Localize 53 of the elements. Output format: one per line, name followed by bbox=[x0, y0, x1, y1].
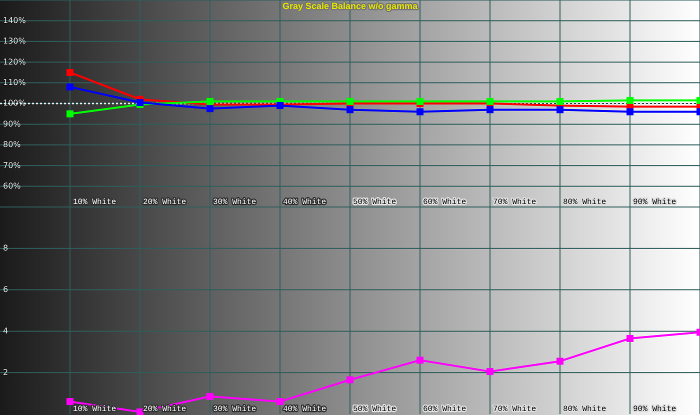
point bbox=[416, 108, 424, 116]
point bbox=[556, 358, 564, 365]
y-tick-label: 110% bbox=[3, 78, 26, 87]
point bbox=[346, 98, 354, 105]
point bbox=[346, 376, 354, 384]
y-tick-label: 60% bbox=[3, 181, 22, 190]
point bbox=[206, 98, 214, 105]
x-tick-label: 70% White bbox=[493, 198, 536, 207]
y-tick-label: 70% bbox=[3, 160, 22, 170]
x-tick-label: 30% White bbox=[213, 405, 256, 414]
point bbox=[66, 398, 74, 406]
point bbox=[136, 98, 144, 106]
point bbox=[346, 106, 354, 114]
x-tick-label: 20% White bbox=[143, 198, 186, 207]
y-tick-label: 6 bbox=[3, 284, 8, 294]
point bbox=[626, 108, 634, 116]
y-tick-label: 80% bbox=[3, 140, 22, 150]
y-tick-label: 120% bbox=[3, 57, 26, 66]
point bbox=[486, 98, 494, 105]
x-tick-label: 40% White bbox=[283, 198, 326, 207]
x-tick-label: 90% White bbox=[633, 405, 676, 414]
x-tick-label: 80% White bbox=[563, 405, 606, 414]
y-tick-label: 8 bbox=[3, 244, 8, 253]
x-tick-label: 30% White bbox=[213, 198, 256, 207]
point bbox=[486, 368, 494, 376]
point bbox=[486, 106, 494, 114]
point bbox=[206, 392, 214, 400]
x-tick-label: 50% White bbox=[353, 405, 396, 414]
point bbox=[206, 105, 214, 112]
y-tick-label: 2 bbox=[3, 368, 8, 377]
point bbox=[416, 356, 424, 364]
x-tick-label: 40% White bbox=[283, 405, 326, 414]
point bbox=[556, 106, 564, 114]
point bbox=[66, 68, 74, 76]
point bbox=[626, 334, 634, 342]
y-tick-label: 4 bbox=[3, 326, 8, 336]
x-tick-label: 80% White bbox=[563, 198, 606, 207]
y-tick-label: 140% bbox=[3, 16, 26, 25]
x-tick-label: 90% White bbox=[633, 198, 676, 207]
x-tick-label: 60% White bbox=[423, 405, 466, 414]
x-tick-label: 60% White bbox=[423, 198, 466, 207]
x-tick-label: 50% White bbox=[353, 198, 396, 207]
x-tick-label: 70% White bbox=[493, 405, 536, 414]
point bbox=[276, 398, 284, 406]
point bbox=[66, 110, 74, 118]
y-tick-label: 130% bbox=[3, 36, 26, 46]
point bbox=[416, 98, 424, 105]
point bbox=[66, 83, 74, 90]
point bbox=[626, 96, 634, 104]
x-tick-label: 10% White bbox=[73, 405, 116, 414]
y-tick-label: 90% bbox=[3, 119, 22, 128]
x-tick-label: 10% White bbox=[73, 198, 116, 207]
point bbox=[556, 98, 564, 105]
